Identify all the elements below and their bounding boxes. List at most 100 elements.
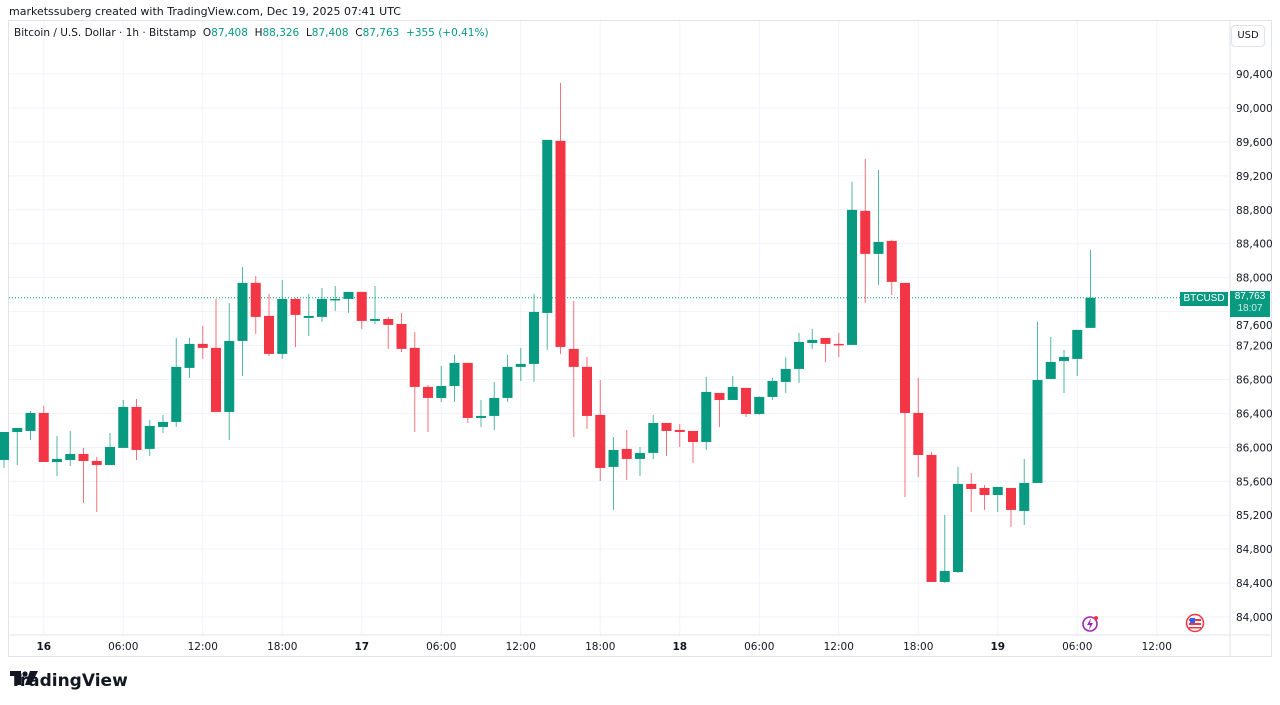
candle-body [515, 363, 526, 367]
brand-name: TradingView [10, 671, 128, 691]
candle [343, 291, 354, 313]
candle-body [529, 311, 539, 364]
price-tick-label: 85,600 [1236, 476, 1273, 488]
time-tick-label: 18:00 [267, 641, 297, 653]
time-axis: 16 06:00 12:00 18:00 17 06:00 12:00 18:00 18 06:0… [36, 641, 1171, 653]
candle-body [714, 392, 725, 400]
candle-body [290, 298, 301, 315]
candle [648, 414, 659, 459]
candle-body [343, 291, 354, 299]
candle-body [330, 298, 341, 301]
candle [608, 436, 619, 510]
candle [277, 279, 288, 359]
candle-body [767, 380, 778, 397]
candle-body [197, 343, 208, 348]
candle [250, 275, 261, 334]
candle-body [118, 406, 129, 448]
currency-button[interactable]: USD [1231, 25, 1265, 47]
candle-body [582, 366, 592, 416]
candle-body [224, 340, 235, 412]
price-tick-label: 88,400 [1236, 239, 1273, 251]
candle-body [754, 396, 765, 414]
candle [966, 472, 977, 512]
candle-body [794, 341, 804, 369]
candle [714, 392, 725, 427]
candle [12, 427, 23, 465]
candle-body [608, 449, 619, 467]
candle-body [1006, 487, 1016, 510]
candle [25, 410, 36, 440]
candle [290, 297, 301, 347]
us-flag-icon[interactable] [1185, 613, 1205, 633]
tradingview-logo[interactable]: TradingView [10, 671, 128, 691]
candle [91, 456, 102, 512]
candles [0, 82, 1096, 583]
candle [621, 429, 632, 480]
candle-body [277, 298, 288, 354]
candle-body [688, 430, 698, 442]
open-label: O [202, 27, 212, 39]
candle-body [449, 362, 460, 386]
time-tick-label: 12:00 [506, 641, 536, 653]
candle-body [317, 298, 327, 317]
candle [1045, 336, 1056, 379]
candle [992, 486, 1003, 512]
candle [356, 291, 367, 329]
candle-body [674, 429, 685, 432]
price-tick-label: 90,400 [1236, 69, 1273, 81]
candle [1006, 487, 1016, 527]
candle-body [727, 386, 738, 400]
candle-body [780, 368, 791, 382]
candle-body [383, 318, 394, 325]
candle-body [370, 318, 380, 321]
candle-body [436, 385, 447, 398]
price-tick-label: 88,000 [1236, 273, 1273, 285]
candle-body [158, 421, 168, 427]
candle [595, 379, 606, 482]
candle-body [65, 453, 76, 460]
candle [502, 354, 513, 402]
candle-body [237, 282, 248, 341]
change-value: +355 (+0.41%) [406, 27, 489, 39]
candle [449, 354, 460, 402]
candle [38, 405, 49, 462]
candle-body [913, 412, 924, 455]
candle-body [992, 486, 1003, 496]
candle [436, 365, 447, 402]
candle-body [303, 315, 314, 318]
time-tick-label: 06:00 [744, 641, 774, 653]
candle-body [900, 282, 910, 413]
candle [820, 337, 831, 362]
symbol-title[interactable]: Bitcoin / U.S. Dollar · 1h · Bitstamp [14, 27, 197, 39]
candle-body [886, 240, 897, 282]
candle [52, 435, 62, 476]
price-tick-label: 85,200 [1236, 510, 1273, 522]
close-value: 87,763 [362, 27, 400, 39]
price-tick-label: 89,200 [1236, 171, 1273, 183]
candle-body [1085, 297, 1096, 328]
candle [0, 431, 9, 468]
candle-body [820, 337, 831, 344]
candle [1019, 458, 1030, 525]
candle [489, 381, 500, 430]
candle-body [0, 431, 9, 460]
candle [860, 158, 871, 303]
candle [383, 316, 394, 349]
candle [1059, 349, 1069, 393]
candle [542, 139, 553, 350]
candle-body [409, 347, 420, 387]
price-tick-label: 89,600 [1236, 137, 1273, 149]
candle-body [250, 282, 261, 317]
price-tick-label: 84,400 [1236, 578, 1273, 590]
candle [674, 423, 685, 447]
lightning-alert-icon[interactable] [1080, 614, 1100, 634]
candle [754, 396, 765, 415]
candle [370, 285, 380, 324]
price-tick-label: 84,000 [1236, 612, 1273, 624]
high-value: 88,326 [262, 27, 300, 39]
candle [701, 376, 712, 450]
candle-body [860, 210, 871, 254]
candle-body [568, 348, 579, 367]
candle-body [542, 139, 553, 313]
